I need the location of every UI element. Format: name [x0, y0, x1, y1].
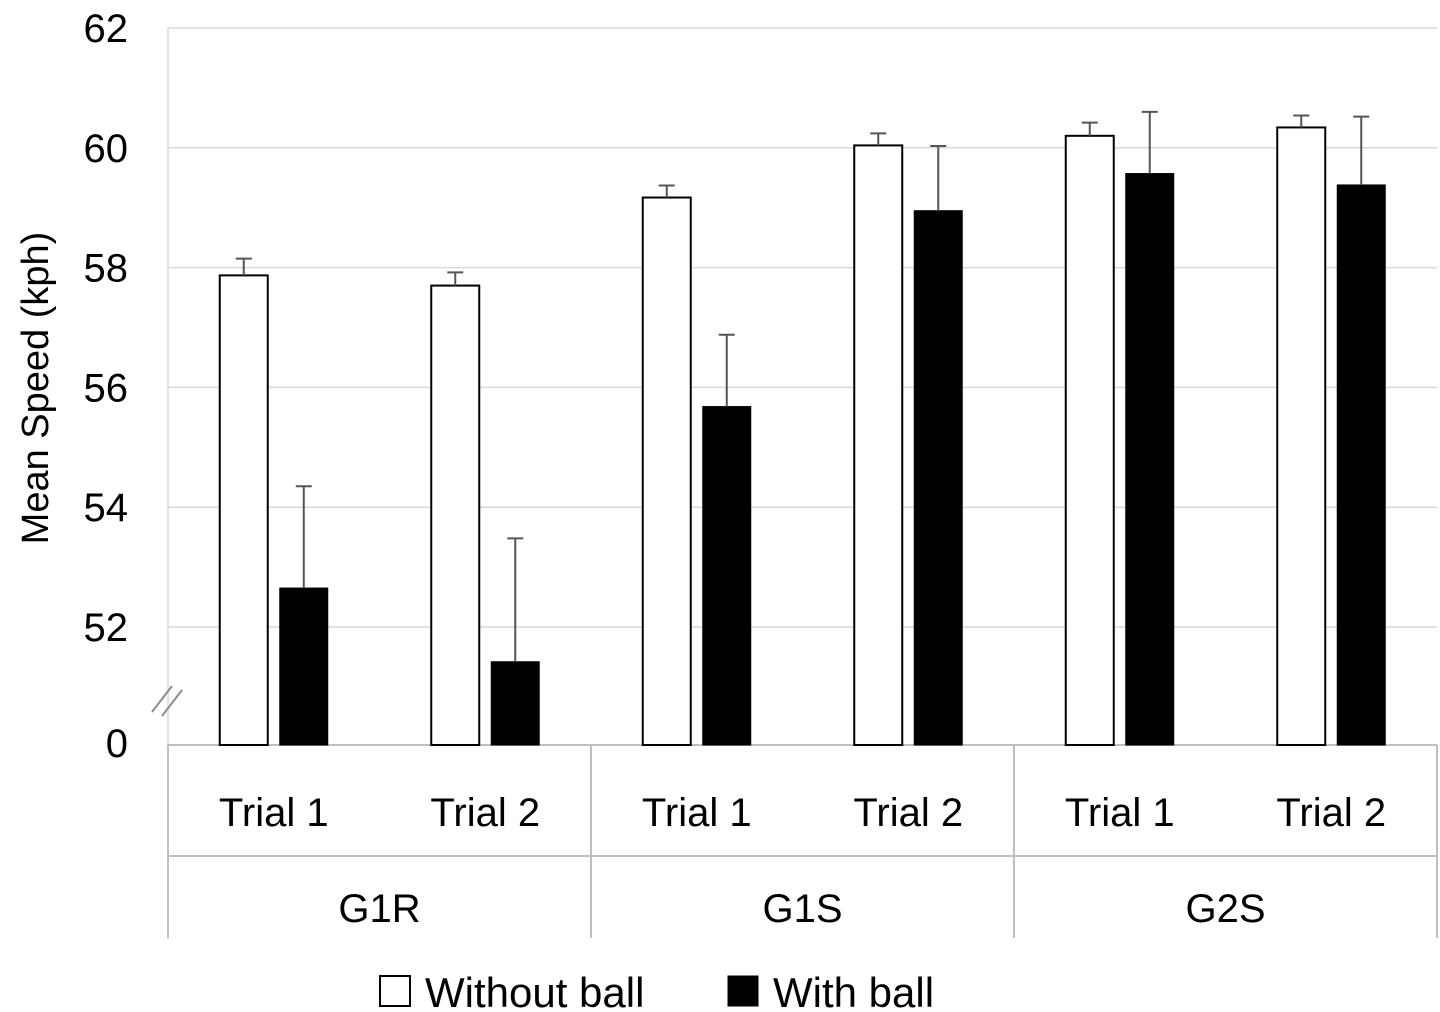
axis-break-mark-1 — [151, 685, 173, 713]
category-label-4: Trial 1 — [1065, 791, 1175, 835]
y-tick-label-58: 58 — [84, 247, 129, 291]
group-label-g1s: G1S — [762, 887, 842, 931]
category-label-2: Trial 1 — [642, 791, 752, 835]
category-label-3: Trial 2 — [853, 791, 963, 835]
y-tick-label-60: 60 — [84, 127, 129, 171]
bar-without-ball-3 — [853, 144, 904, 747]
bar-without-ball-0 — [218, 274, 269, 746]
y-tick-label-56: 56 — [84, 366, 129, 410]
bar-with-ball-4 — [1125, 173, 1175, 746]
plot-frame — [151, 685, 1438, 938]
error-bars — [235, 110, 1370, 662]
legend-label-0: Without ball — [425, 969, 644, 1012]
category-label-1: Trial 2 — [430, 791, 540, 835]
category-label-0: Trial 1 — [219, 791, 329, 835]
bar-with-ball-2 — [702, 406, 752, 746]
bar-without-ball-5 — [1276, 126, 1327, 746]
bar-with-ball-3 — [913, 210, 963, 746]
legend-swatch-0 — [379, 975, 411, 1007]
gridlines — [167, 27, 1437, 745]
bar-without-ball-1 — [430, 284, 481, 746]
y-tick-label-62: 62 — [84, 7, 129, 51]
legend-label-1: With ball — [773, 969, 934, 1012]
bars — [218, 126, 1386, 747]
y-tick-labels: 52 54 56 58 60 62 0 — [84, 7, 129, 766]
x-category-labels: Trial 1 Trial 2 Trial 1 Trial 2 Trial 1 Trial… — [219, 791, 1386, 931]
legend: Without ball With ball — [379, 969, 934, 1012]
bar-with-ball-5 — [1336, 184, 1386, 746]
legend-swatch-1 — [727, 975, 759, 1007]
y-tick-label-break: 0 — [106, 722, 128, 766]
axis-break-mark-2 — [161, 689, 183, 717]
group-label-g1r: G1R — [338, 887, 420, 931]
group-label-g2s: G2S — [1185, 887, 1265, 931]
category-label-5: Trial 2 — [1276, 791, 1386, 835]
y-tick-label-54: 54 — [84, 486, 129, 530]
bar-without-ball-4 — [1064, 134, 1115, 746]
y-axis-title: Mean Speed (kph) — [15, 232, 57, 545]
bar-without-ball-2 — [641, 196, 692, 746]
bar-with-ball-1 — [490, 661, 540, 746]
y-tick-label-52: 52 — [84, 606, 129, 650]
bar-with-ball-0 — [279, 587, 329, 746]
